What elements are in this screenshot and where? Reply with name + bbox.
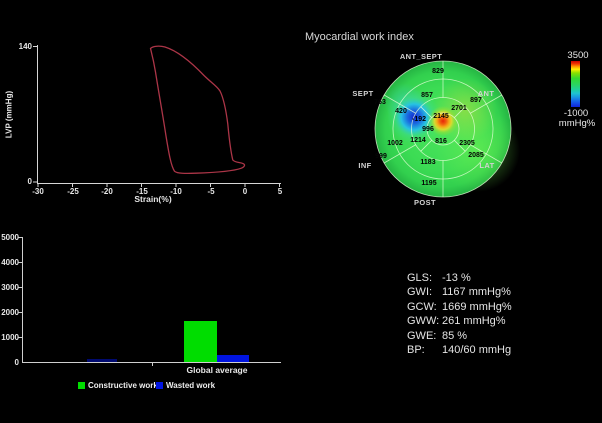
metric-gww-value: 261 mmHg%: [442, 315, 506, 327]
metric-gls-label: GLS:: [407, 272, 433, 284]
bar-ytick-5000: 5000: [1, 233, 19, 242]
bar-ytick-3000: 3000: [1, 283, 19, 292]
bar-chart-ytick-mark-5000: [18, 237, 22, 238]
pv-loop-xtick--30: -30: [32, 187, 44, 196]
segment-value-apical-ant: 2145: [433, 113, 449, 120]
pv-loop-xtick--25: -25: [67, 187, 79, 196]
segment-value-mid-post: 1183: [420, 159, 436, 166]
pv-loop-ymax-label: 140: [18, 42, 32, 51]
bar-chart-ytick-mark-3000: [18, 287, 22, 288]
metric-gcw-value: 1669 mmHg%: [442, 301, 512, 313]
pv-loop-xtick--5: -5: [207, 187, 215, 196]
bar-ytick-2000: 2000: [1, 308, 19, 317]
bar-chart-legend: Constructive work Wasted work: [0, 380, 300, 394]
colorbar: [571, 61, 580, 107]
bar-category-label: Global average: [186, 365, 248, 375]
metric-gls-value: -13 %: [442, 272, 471, 284]
segment-value-basal-post: 1195: [421, 180, 437, 187]
region-label-antsept: ANT_SEPT: [399, 52, 443, 61]
metric-bp-label: BP:: [407, 344, 425, 356]
metric-gcw-label: GCW:: [407, 301, 437, 313]
bullseye-grid: [374, 60, 512, 198]
segment-value-mid-sept: 420: [395, 108, 407, 115]
bar-constructive-global: [184, 321, 217, 362]
metric-gwe-label: GWE:: [407, 330, 437, 342]
bar-chart-ytick-mark-1000: [18, 337, 22, 338]
metric-gwi-value: 1167 mmHg%: [442, 286, 511, 298]
bar-chart-xtick-mark: [152, 363, 153, 366]
pv-loop-x-ticks: [37, 183, 280, 187]
pv-loop-ymin-label: 0: [27, 177, 32, 186]
colorbar-unit-label: mmHg%: [558, 118, 596, 129]
pv-loop-xtick--20: -20: [101, 187, 113, 196]
region-label-ant: ANT: [477, 89, 495, 98]
segment-value-mid-antsept: 857: [421, 92, 433, 99]
bullseye-panel: Myocardial work index: [300, 0, 602, 230]
legend-constructive-swatch: [78, 382, 85, 389]
segment-value-mid-inf: 1002: [387, 140, 403, 147]
legend-wasted-label: Wasted work: [166, 381, 216, 390]
metrics-panel: GLS: -13 % GWI: 1167 mmHg% GCW: 1669 mmH…: [400, 265, 600, 365]
region-label-sept: SEPT: [352, 89, 374, 98]
colorbar-min-label: -1000: [563, 108, 589, 119]
bar-chart-panel: 5000 4000 3000 2000 1000 0 Global averag…: [0, 228, 300, 398]
legend-wasted-swatch: [156, 382, 163, 389]
metric-bp-value: 140/60 mmHg: [442, 344, 512, 356]
pv-loop-xtick-0: 0: [242, 187, 248, 196]
bar-chart-x-axis: [22, 362, 281, 363]
segment-value-basal-lat: 2085: [468, 152, 484, 159]
segment-value-apical-lat: 816: [435, 138, 447, 145]
legend-constructive-label: Constructive work: [88, 381, 158, 390]
pv-loop-panel: 140 0 -30 -25 -20 -15 -10 -5 0 5 Strain(…: [0, 0, 300, 215]
bar-ytick-0: 0: [14, 358, 19, 367]
segment-value-basal-inf: 999: [375, 153, 387, 160]
region-label-lat: LAT: [479, 161, 495, 170]
metric-gww-label: GWW:: [407, 315, 440, 327]
segment-value-apical-sept: -192: [411, 116, 426, 123]
bar-chart-ytick-mark-2000: [18, 312, 22, 313]
bar-chart-ytick-mark-4000: [18, 262, 22, 263]
bar-wasted-global: [217, 355, 249, 362]
pv-loop-xtick--15: -15: [136, 187, 148, 196]
segment-value-basal-sept: 763: [374, 99, 386, 106]
region-label-post: POST: [413, 198, 437, 207]
bar-ytick-1000: 1000: [1, 333, 19, 342]
pv-loop-xtick-5: 5: [277, 187, 283, 196]
segment-value-mid-ant: 2701: [451, 105, 467, 112]
pv-loop-plot: [33, 45, 281, 187]
pv-loop-xtick--10: -10: [170, 187, 182, 196]
colorbar-max-label: 3500: [567, 50, 589, 61]
bullseye-title: Myocardial work index: [305, 31, 414, 43]
metric-gwe-value: 85 %: [442, 330, 468, 342]
metric-gwi-label: GWI:: [407, 286, 433, 298]
bar-wasted-segment: [87, 359, 117, 362]
segment-value-apex: 996: [422, 126, 434, 133]
segment-value-basal-ant: 897: [470, 97, 482, 104]
segment-value-mid-lat: 2305: [459, 140, 475, 147]
bullseye-map: [374, 60, 520, 198]
bullseye-red-blob: [428, 106, 458, 136]
pv-loop-yaxis-title: LVP (mmHg): [4, 90, 14, 139]
bar-chart-y-axis: [22, 237, 23, 363]
pv-loop-curve: [149, 45, 246, 175]
pv-loop-axes: [37, 45, 281, 184]
segment-value-basal-antsept: 829: [432, 68, 444, 75]
bar-ytick-4000: 4000: [1, 258, 19, 267]
region-label-inf: INF: [358, 161, 372, 170]
segment-value-apical-inf: 1214: [410, 137, 426, 144]
pv-loop-xaxis-title: Strain(%): [134, 194, 172, 204]
pv-loop-y-ticks: [33, 46, 38, 183]
